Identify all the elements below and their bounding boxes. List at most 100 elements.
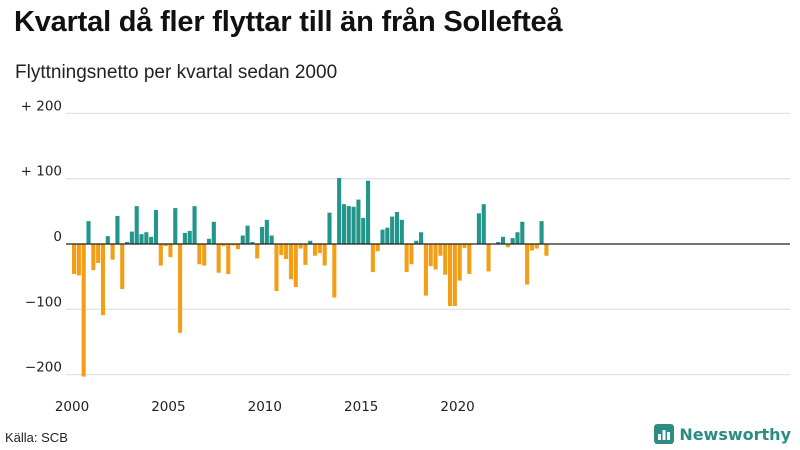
y-tick-label: 0	[53, 229, 62, 245]
bar-2024Q3	[544, 244, 549, 256]
bar-2024Q1	[534, 244, 539, 249]
y-tick-label: −200	[25, 360, 62, 376]
x-tick-label: 2020	[440, 399, 474, 415]
bar-2003Q3	[139, 234, 144, 244]
bar-2023Q3	[525, 244, 530, 285]
bar-2017Q1	[399, 219, 404, 244]
bar-2011Q4	[298, 244, 303, 249]
bar-2009Q3	[255, 244, 260, 259]
bar-2006Q2	[192, 206, 197, 244]
bar-2021Q1	[476, 213, 481, 244]
brand-name: Newsworthy	[679, 424, 791, 444]
bar-2012Q2	[308, 240, 313, 245]
y-tick-label: −100	[25, 294, 62, 310]
bar-2004Q1	[149, 236, 154, 244]
bar-2006Q4	[202, 244, 207, 266]
bar-2005Q2	[173, 208, 178, 244]
bar-2011Q2	[288, 244, 293, 280]
bar-2022Q4	[510, 238, 515, 244]
bar-2020Q2	[462, 244, 467, 248]
bar-2000Q4	[86, 221, 91, 245]
bar-2018Q2	[423, 244, 428, 296]
bar-2005Q3	[178, 244, 183, 333]
bar-2001Q2	[96, 244, 101, 263]
bar-2022Q1	[496, 242, 501, 244]
bar-2016Q3	[390, 216, 395, 244]
bar-2009Q2	[250, 242, 255, 244]
bar-2013Q1	[322, 244, 327, 266]
bar-2016Q2	[385, 227, 390, 244]
bar-2011Q3	[293, 244, 298, 288]
bar-2017Q4	[414, 240, 419, 245]
bar-2002Q4	[125, 242, 130, 244]
bar-2006Q3	[197, 244, 202, 265]
bar-2002Q3	[120, 244, 125, 290]
bar-2014Q4	[356, 199, 361, 244]
bar-2013Q2	[327, 212, 332, 244]
bar-2023Q1	[515, 232, 520, 244]
bar-2023Q2	[520, 221, 525, 244]
bar-2022Q3	[505, 244, 510, 248]
source-note: Källa: SCB	[5, 430, 68, 445]
bar-2015Q2	[366, 180, 371, 244]
bar-2022Q2	[500, 236, 506, 244]
bar-2024Q2	[539, 221, 544, 245]
bar-2019Q4	[452, 244, 457, 307]
bar-2007Q1	[206, 238, 212, 244]
x-tick-label: 2010	[248, 399, 282, 415]
bar-2018Q3	[428, 244, 433, 267]
bar-2003Q2	[134, 206, 139, 244]
bar-chart: + 200 + 100 0 −100 −200 2000 2005 2010 2015 2020	[21, 98, 790, 415]
bar-2018Q1	[419, 232, 424, 244]
y-tick-label: + 100	[21, 164, 62, 180]
bar-2023Q4	[529, 244, 534, 251]
bar-2002Q1	[110, 244, 115, 260]
bar-2007Q2	[211, 221, 216, 244]
bar-2019Q1	[438, 244, 443, 256]
bar-2009Q4	[259, 227, 265, 244]
y-tick-label: + 200	[21, 98, 62, 114]
bar-2019Q3	[447, 244, 453, 307]
bar-2012Q1	[303, 244, 308, 265]
bar-2008Q4	[240, 235, 245, 244]
bar-2015Q3	[370, 244, 375, 273]
brand-logo[interactable]: Newsworthy	[654, 424, 791, 444]
bar-2019Q2	[443, 244, 448, 275]
bar-2020Q1	[457, 244, 462, 281]
bar-2021Q3	[486, 244, 491, 272]
chart-title: Kvartal då fler flyttar till än från Sol…	[14, 6, 563, 38]
bar-2008Q3	[235, 244, 240, 250]
bar-2007Q3	[216, 244, 221, 273]
bar-2010Q2	[269, 235, 274, 244]
bar-2010Q1	[264, 219, 269, 244]
bar-2004Q3	[158, 244, 163, 266]
bar-2004Q4	[163, 244, 168, 246]
bar-2021Q2	[481, 204, 486, 244]
bar-2013Q3	[332, 244, 337, 298]
bar-2012Q4	[317, 244, 322, 254]
x-tick-label: 2015	[344, 399, 378, 415]
bar-2004Q2	[153, 210, 159, 244]
bar-2012Q3	[313, 244, 318, 256]
bar-2003Q4	[144, 232, 149, 244]
bar-2006Q1	[187, 230, 192, 244]
bar-2008Q1	[226, 244, 231, 275]
bar-2000Q1	[72, 244, 77, 275]
bar-2017Q3	[409, 244, 414, 265]
bars	[66, 178, 790, 377]
bar-2000Q2	[76, 244, 81, 276]
bar-2005Q1	[168, 244, 173, 258]
bar-2010Q3	[274, 244, 279, 292]
bar-2001Q4	[105, 236, 110, 244]
axis-labels: + 200 + 100 0 −100 −200 2000 2005 2010 2015 2020	[21, 98, 475, 415]
bar-2008Q2	[231, 244, 236, 246]
x-tick-label: 2005	[151, 399, 185, 415]
bar-2002Q2	[115, 215, 120, 244]
bar-2020Q3	[467, 244, 472, 275]
chart-subtitle: Flyttningsnetto per kvartal sedan 2000	[15, 62, 338, 83]
x-tick-label: 2000	[55, 399, 89, 415]
bar-2013Q4	[337, 178, 342, 244]
bar-2015Q1	[361, 217, 366, 244]
bar-2014Q2	[346, 206, 351, 244]
bar-2007Q4	[221, 244, 226, 246]
